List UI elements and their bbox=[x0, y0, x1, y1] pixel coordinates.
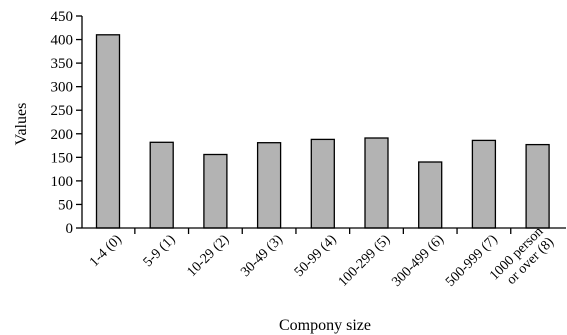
x-tick-label: 500-999 (7) bbox=[443, 232, 501, 290]
x-tick-label: 30-49 (3) bbox=[238, 232, 286, 280]
x-tick-label: 50-99 (4) bbox=[292, 232, 340, 280]
x-tick-label: 300-499 (6) bbox=[389, 232, 447, 290]
bar bbox=[203, 153, 228, 229]
bars-group bbox=[95, 34, 550, 229]
y-tick-label: 200 bbox=[51, 127, 74, 143]
x-axis-title: Compony size bbox=[279, 317, 371, 334]
x-tick-label: 1-4 (0) bbox=[87, 232, 125, 270]
x-tick-label: 5-9 (1) bbox=[141, 232, 179, 270]
y-tick-label: 450 bbox=[51, 9, 74, 25]
y-axis-title: Values bbox=[13, 103, 30, 146]
x-axis: 1-4 (0) 5-9 (1) 10-29 (2) 30-49 (3) 50-99 (4… bbox=[82, 224, 566, 294]
y-tick-label: 400 bbox=[51, 33, 74, 49]
bar bbox=[95, 34, 121, 229]
y-tick-label: 100 bbox=[51, 174, 74, 190]
bar bbox=[310, 138, 335, 229]
bar bbox=[149, 141, 174, 229]
bar bbox=[471, 139, 497, 229]
y-tick-label: 300 bbox=[51, 80, 74, 96]
y-tick-label: 350 bbox=[51, 56, 74, 72]
bar bbox=[364, 137, 389, 229]
bar bbox=[418, 161, 443, 229]
x-tick-label: 10-29 (2) bbox=[184, 232, 232, 280]
bar bbox=[525, 143, 550, 229]
x-tick-label: 100-299 (5) bbox=[336, 232, 394, 290]
y-tick-label: 250 bbox=[51, 103, 74, 119]
y-axis: 0 50 100 150 200 250 300 350 400 450 bbox=[51, 9, 83, 237]
y-tick-label: 0 bbox=[66, 221, 74, 237]
bar bbox=[256, 142, 282, 229]
y-tick-label: 150 bbox=[51, 150, 74, 166]
x-tick-label: 1000 personor over (8) bbox=[487, 224, 557, 294]
y-tick-label: 50 bbox=[58, 197, 73, 213]
